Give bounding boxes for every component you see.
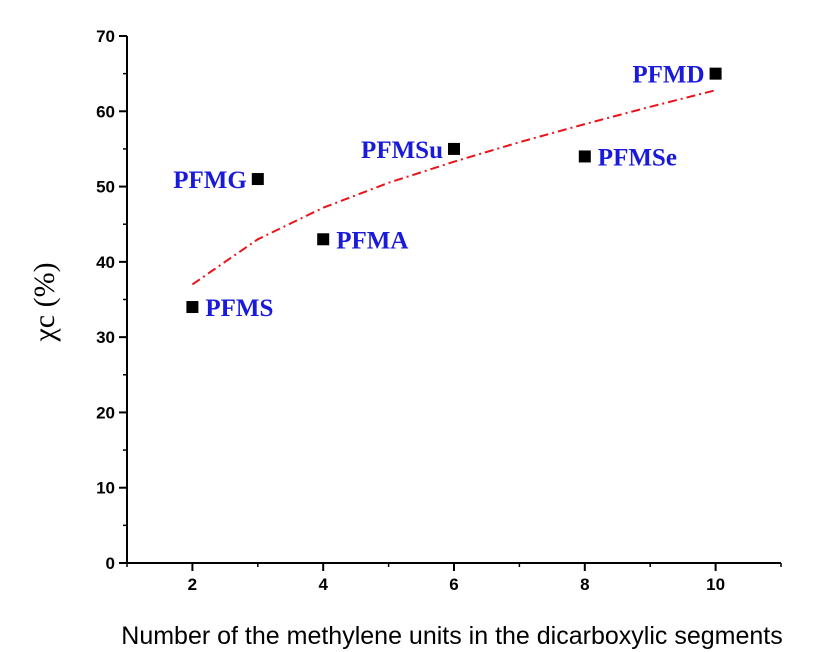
x-axis-title: Number of the methylene units in the dic…: [121, 622, 782, 650]
y-tick-label: 70: [96, 27, 115, 46]
y-tick-label: 40: [96, 253, 115, 272]
point-label-pfmsu: PFMSu: [361, 137, 443, 164]
data-point-pfmse: [578, 150, 591, 163]
point-label-pfmse: PFMSe: [598, 144, 677, 171]
x-tick-label: 6: [449, 575, 458, 594]
fit-curve: [191, 89, 716, 286]
y-axis-title: χc (%): [28, 262, 61, 342]
point-label-pfma: PFMA: [336, 227, 408, 254]
data-points-layer: PFMS PFMG PFMA PFMSu PFMSe PFMD: [173, 62, 722, 322]
data-point-pfmsu: [448, 142, 460, 155]
fit-curve-layer: [191, 89, 716, 286]
y-tick-label: 0: [106, 554, 115, 573]
point-label-pfmd: PFMD: [632, 62, 704, 89]
y-tick-label: 10: [96, 479, 115, 498]
y-tick-label: 30: [96, 328, 115, 347]
x-tick-label: 2: [188, 575, 197, 594]
y-tick-label: 50: [96, 178, 115, 197]
x-tick-label: 4: [318, 575, 328, 594]
y-tick-label: 60: [96, 102, 115, 121]
y-tick-label: 20: [96, 403, 115, 422]
x-tick-label: 10: [706, 575, 725, 594]
point-label-pfms: PFMS: [205, 295, 273, 322]
point-label-pfmg: PFMG: [173, 167, 247, 194]
x-tick-label: 8: [580, 575, 589, 594]
data-point-pfma: [317, 233, 330, 246]
data-point-pfmg: [251, 173, 264, 186]
data-point-pfms: [186, 301, 199, 314]
data-point-pfmd: [709, 67, 722, 80]
axes: 0 10 20 30 40 50 60 70 2 4 6 8 10: [96, 27, 782, 594]
